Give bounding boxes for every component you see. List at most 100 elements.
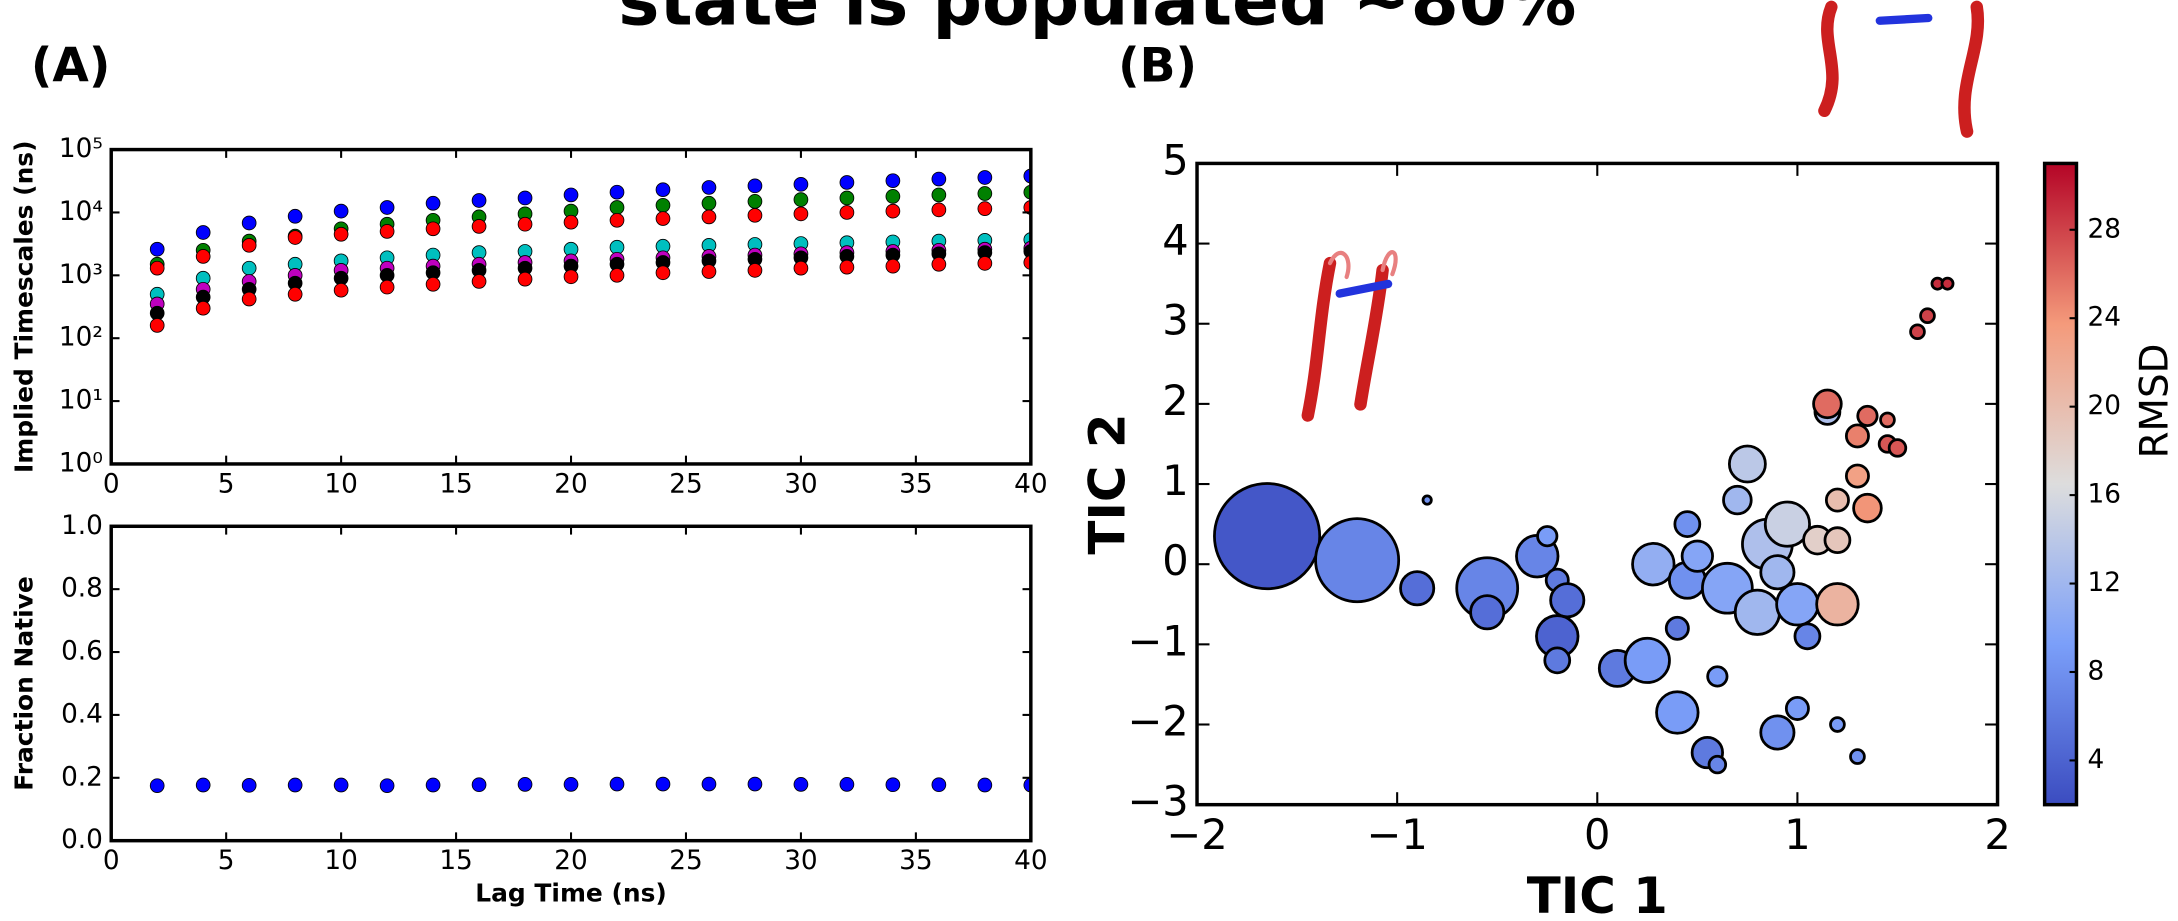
data-point [471, 274, 487, 289]
data-point [333, 282, 349, 298]
bubble [1631, 542, 1676, 587]
bubble [1849, 748, 1866, 765]
x-tick-label: 15 [439, 470, 472, 500]
data-point [747, 207, 763, 223]
y-tick-label: 10¹ [59, 386, 103, 416]
x-tick-label: 15 [439, 846, 472, 876]
bubble [1856, 404, 1879, 427]
bubble [1706, 665, 1729, 688]
x-tick-label: 0 [1584, 810, 1610, 859]
data-point [149, 241, 165, 257]
data-point [379, 279, 395, 295]
bubble [1759, 554, 1796, 591]
bubble [1213, 482, 1322, 591]
data-point [241, 215, 257, 231]
x-tick-label: −1 [1367, 810, 1428, 859]
data-point [195, 225, 211, 240]
x-axis-label: TIC 1 [1527, 867, 1668, 921]
data-point [517, 271, 533, 287]
bubble [1844, 423, 1870, 449]
bubble [1469, 594, 1506, 631]
data-point [931, 171, 947, 187]
y-tick-label: 0.0 [61, 825, 103, 855]
colorbar-tick-label: 16 [2088, 480, 2121, 510]
x-tick-label: 0 [103, 470, 120, 500]
bubble [1727, 444, 1767, 484]
colorbar [2042, 161, 2079, 807]
plot-data [1213, 276, 1955, 775]
bubble [1399, 570, 1436, 607]
data-point [471, 777, 487, 793]
data-point [471, 193, 487, 208]
data-point [425, 221, 441, 237]
bubble [1852, 492, 1883, 524]
data-point [977, 201, 993, 216]
data-point [747, 263, 763, 278]
bubble [1673, 510, 1702, 538]
data-point [609, 267, 625, 283]
data-point [885, 189, 901, 204]
data-point [747, 776, 763, 792]
bubble [1680, 539, 1714, 573]
y-tick-label: 10⁰ [59, 448, 103, 478]
data-point [747, 178, 763, 194]
data-point [885, 203, 901, 219]
y-tick-label: 0.6 [61, 637, 103, 667]
plot-frame [1195, 161, 2000, 807]
x-tick-label: 40 [1014, 846, 1047, 876]
y-tick-label: 5 [1162, 135, 1188, 184]
data-point [793, 260, 809, 276]
x-tick-label: 20 [554, 470, 587, 500]
data-point [287, 777, 303, 793]
data-point [517, 777, 533, 792]
data-point [241, 291, 257, 307]
data-point [195, 777, 211, 793]
x-tick-label: 40 [1014, 470, 1047, 500]
data-point [379, 200, 395, 215]
data-point [701, 776, 717, 792]
colorbar-tick-label: 4 [2088, 745, 2105, 775]
data-point [287, 230, 303, 245]
colorbar-tick-label: 24 [2088, 303, 2121, 333]
bubble [1707, 754, 1728, 775]
panel-label: (A) [31, 39, 110, 94]
x-tick-label: 5 [218, 846, 235, 876]
data-point [839, 190, 855, 206]
data-point [517, 216, 533, 232]
plot-data [149, 776, 1031, 793]
data-point [149, 778, 165, 793]
data-point [931, 777, 947, 793]
x-tick-label: 5 [218, 470, 235, 500]
bubble [1879, 411, 1896, 429]
data-point [195, 300, 211, 316]
bubble [1823, 526, 1852, 555]
data-point [793, 176, 809, 192]
data-point [241, 777, 257, 793]
data-point [839, 175, 855, 190]
y-tick-label: 10⁵ [59, 134, 103, 164]
data-point [609, 184, 625, 200]
bubble [1909, 323, 1926, 341]
data-point [563, 777, 579, 792]
y-tick-label: 0.4 [61, 699, 103, 729]
data-point [655, 211, 671, 226]
bubble [1775, 582, 1820, 627]
colorbar-label: RMSD [2132, 344, 2177, 459]
y-tick-label: −3 [1127, 777, 1188, 826]
y-tick-label: −2 [1127, 697, 1188, 746]
data-point [655, 776, 671, 792]
data-point [977, 170, 993, 185]
data-point [609, 776, 625, 792]
data-point [609, 200, 625, 215]
data-point [931, 256, 947, 272]
data-point [931, 202, 947, 218]
colorbar-tick-label: 28 [2088, 214, 2121, 244]
bubble [1655, 690, 1700, 735]
y-axis-label: Implied Timescales (ns) [9, 141, 38, 474]
data-point [701, 180, 717, 195]
y-tick-label: 0.8 [61, 574, 103, 604]
bubble [1733, 588, 1781, 636]
data-point [655, 182, 671, 198]
y-tick-label: 1.0 [61, 511, 103, 541]
